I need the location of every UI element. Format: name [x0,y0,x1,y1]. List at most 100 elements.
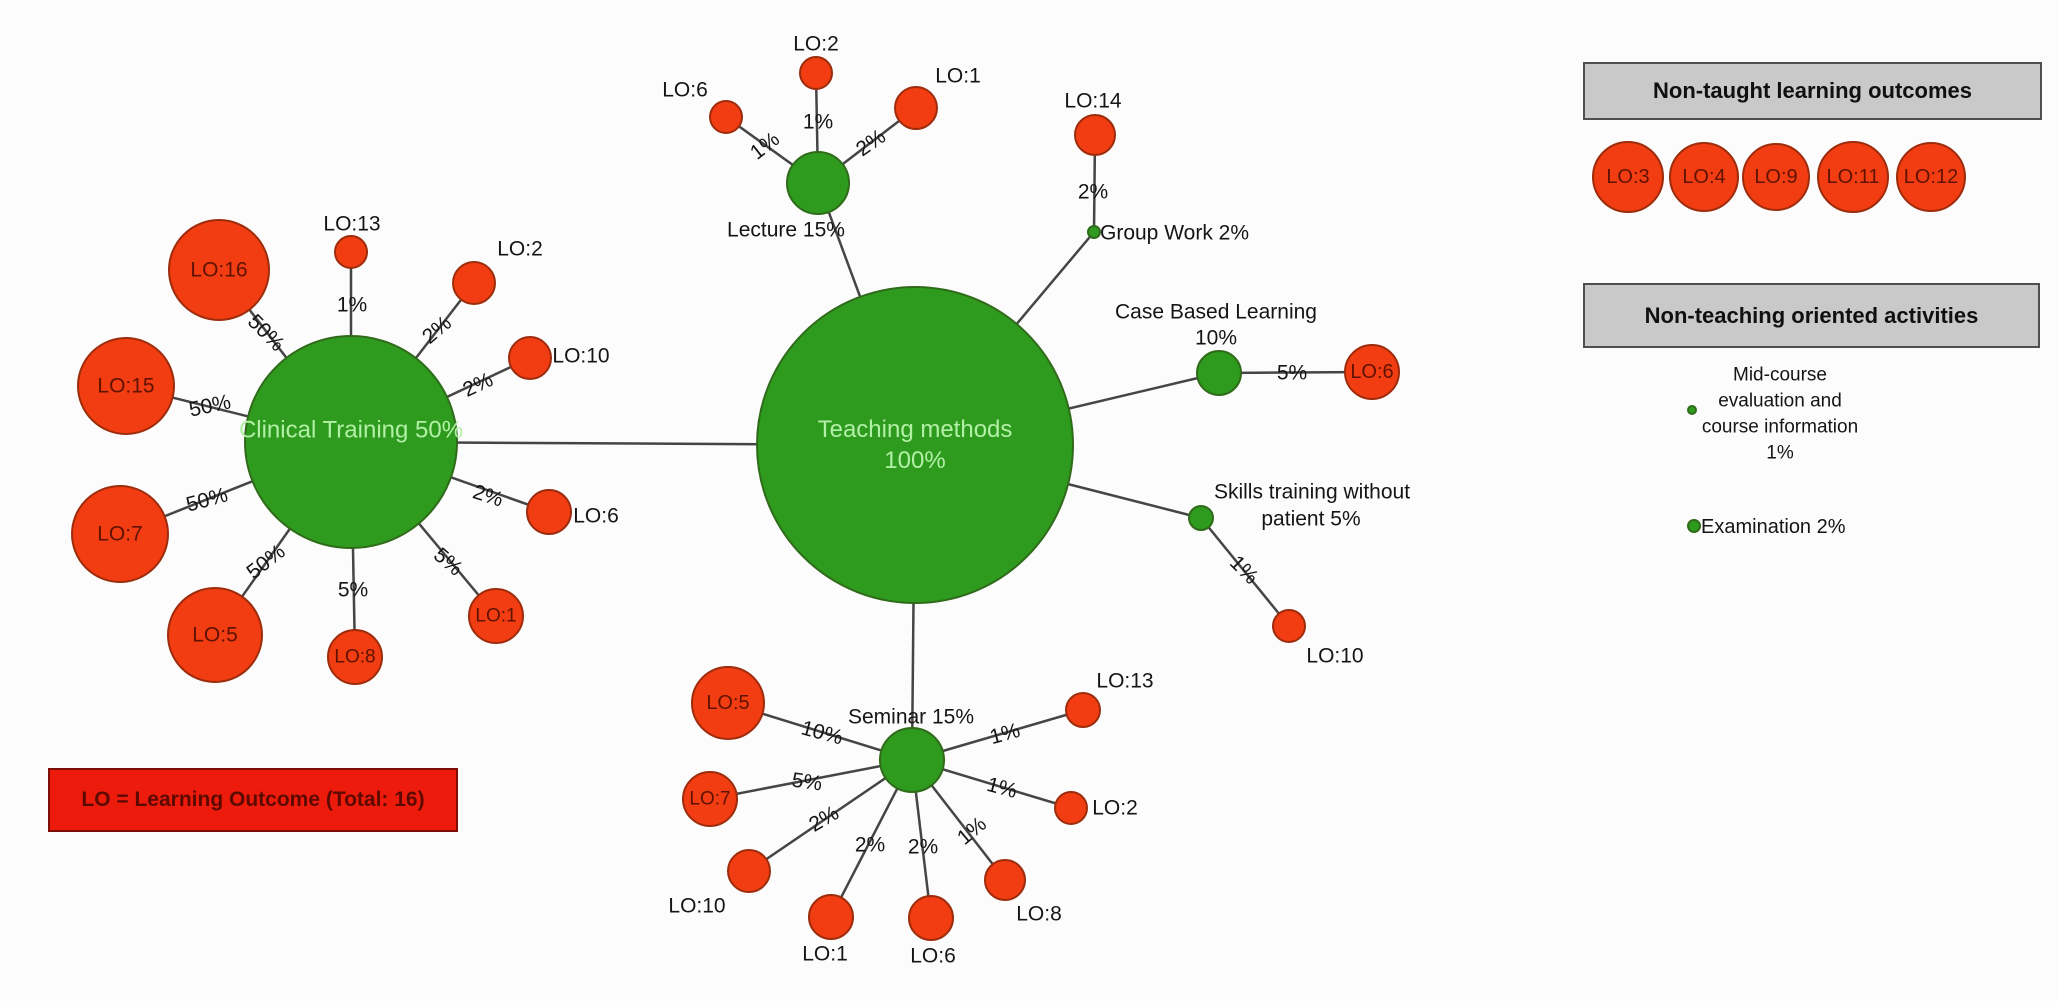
non-teaching-activities-title: Non-teaching oriented activities [1644,302,1979,328]
node-examination-dot [1687,519,1701,533]
learning-outcome-legend: LO = Learning Outcome (Total: 16) [48,768,458,832]
edge-label: 1% [987,719,1022,749]
node-pan-lo4 [1669,142,1739,212]
node-groupwork [1087,225,1101,239]
non-taught-outcomes-title: Non-taught learning outcomes [1653,78,1972,103]
edge-label: 1% [984,773,1019,803]
node-sem-lo5 [691,666,765,740]
node-skills-lo10 [1272,609,1306,643]
node-label-clin-lo6: LO:6 [573,505,619,528]
node-text-clin-lo15: LO:15 [97,375,154,398]
edge-label: 2% [805,801,843,836]
node-seminar [879,727,945,793]
diagram-text: Lecture 15% [727,219,845,242]
diagram-text: evaluation and [1718,391,1842,412]
edge-label: 50% [243,310,289,356]
node-label-sem-lo10: LO:10 [668,895,725,918]
node-text-teaching: Teaching methods [818,416,1013,443]
node-label-clin-lo10: LO:10 [552,345,609,368]
node-lect-lo2 [799,56,833,90]
edge-line [709,758,913,801]
node-text-pan-lo9: LO:9 [1754,166,1797,188]
diagram-text: Skills training without [1214,481,1410,504]
node-label-sem-lo13: LO:13 [1096,670,1153,693]
diagram-text: Examination 2% [1701,516,1846,538]
diagram-text: Seminar 15% [848,706,974,729]
node-text-pan-lo4: LO:4 [1682,166,1725,188]
node-label-clin-lo13: LO:13 [323,213,380,236]
node-text-clin-lo8: LO:8 [334,647,375,668]
node-teaching [756,286,1074,604]
node-label-skills-lo10: LO:10 [1306,645,1363,668]
edge-label: 2% [470,480,506,511]
node-label-clin-lo2: LO:2 [497,238,543,261]
node-case-based-learning [1196,350,1242,396]
node-clin-lo5 [167,587,263,683]
node-midcourse-dot [1687,405,1697,415]
edge-label: 1% [953,812,991,849]
diagram-text: Mid-course [1733,365,1827,386]
node-clinical [244,335,458,549]
node-pan-lo9 [1742,143,1810,211]
node-text-clin-lo16: LO:16 [190,259,247,282]
edge-label: 5% [1277,362,1307,385]
node-label-sem-lo2: LO:2 [1092,797,1138,820]
node-sem-lo10 [727,849,771,893]
diagram-text: course information [1702,417,1858,438]
edge-label: 1% [746,128,784,165]
edge-label: 10% [799,716,846,749]
node-label-lect-lo1: LO:1 [935,65,981,88]
node-sem-lo7 [682,771,738,827]
node-label-lect-lo6: LO:6 [662,79,708,102]
node-sem-lo13 [1065,692,1101,728]
node-text-clin-lo7: LO:7 [97,523,143,546]
node-clin-lo6 [526,489,572,535]
node-cbl-lo6 [1344,344,1400,400]
node-label-sem-lo8: LO:8 [1016,903,1062,926]
edge-label: 50% [184,483,231,516]
node-text-sem-lo7: LO:7 [689,789,730,810]
node-skills-training [1188,505,1214,531]
node-clin-lo8 [327,629,383,685]
node-clin-lo13 [334,235,368,269]
edge-label: 2% [855,834,885,857]
node-gw-lo14 [1074,114,1116,156]
edge-line [1200,517,1290,627]
node-clin-lo10 [508,336,552,380]
node-clin-lo2 [452,261,496,305]
node-clin-lo15 [77,337,175,435]
node-sem-lo1 [808,894,854,940]
edge-label: 50% [242,540,289,584]
node-text-teaching: 100% [884,447,945,474]
edge-label: 1% [803,111,833,134]
edge-label: 2% [418,311,456,348]
non-taught-outcomes-header: Non-taught learning outcomes [1583,62,2042,120]
node-sem-lo8 [984,859,1026,901]
node-lect-lo6 [709,100,743,134]
node-text-clin-lo5: LO:5 [192,624,238,647]
node-label-sem-lo6: LO:6 [910,945,956,968]
node-label-lect-lo2: LO:2 [793,33,839,56]
edge-label: 5% [790,768,823,795]
diagram-text: Case Based Learning [1115,301,1317,324]
node-text-cbl-lo6: LO:6 [1350,361,1393,383]
diagram-text: patient 5% [1261,508,1360,531]
node-clin-lo7 [71,485,169,583]
node-pan-lo11 [1817,141,1889,213]
node-text-sem-lo5: LO:5 [706,692,749,714]
diagram-text: 10% [1195,327,1237,350]
node-clin-lo16 [168,219,270,321]
node-sem-lo6 [908,895,954,941]
node-label-sem-lo1: LO:1 [802,943,848,966]
node-text-pan-lo12: LO:12 [1904,166,1958,188]
edge-label: 1% [1225,551,1263,589]
node-label-gw-lo14: LO:14 [1064,90,1122,113]
non-teaching-activities-header: Non-teaching oriented activities [1583,283,2040,348]
node-text-pan-lo3: LO:3 [1606,166,1649,188]
edge-label: 2% [1078,181,1108,204]
node-sem-lo2 [1054,791,1088,825]
diagram-text: 1% [1766,443,1794,464]
node-text-clinical: Clinical Training 50% [239,417,463,444]
